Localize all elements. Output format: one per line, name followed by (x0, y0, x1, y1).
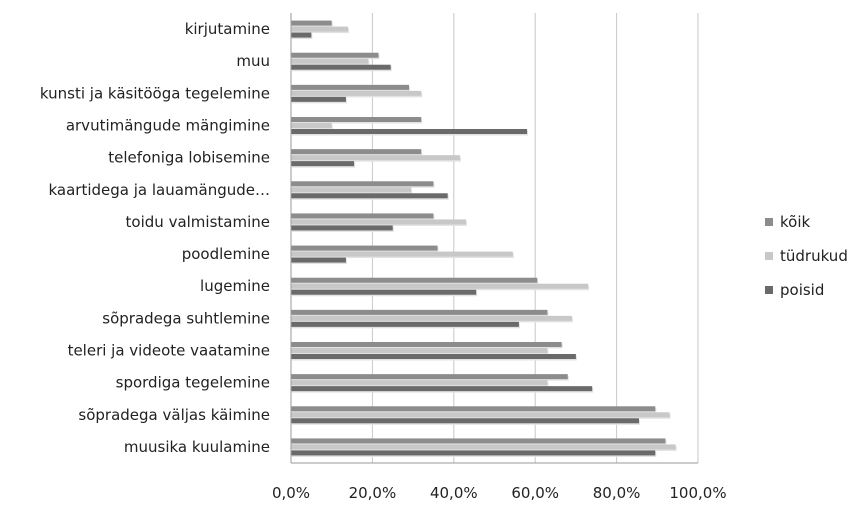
bar-kõik (291, 309, 548, 315)
bar-kõik (291, 406, 656, 412)
bar-kõik (291, 277, 538, 283)
x-tick-label: 0,0% (272, 484, 310, 502)
x-tick-label: 40,0% (430, 484, 478, 502)
bar-kõik (291, 438, 666, 444)
bar-poisid (291, 418, 639, 424)
bar-tüdrukud (291, 315, 572, 321)
bar-poisid (291, 32, 312, 38)
bar-tüdrukud (291, 187, 412, 193)
category-labels: kirjutamine muu kunsti ja käsitööga tegele… (40, 20, 270, 456)
bar-poisid (291, 193, 448, 199)
category-label: sõpradega suhtlemine (102, 309, 270, 327)
bars (291, 20, 677, 457)
bar-poisid (291, 129, 528, 134)
category-label: muu (236, 52, 270, 70)
bar-poisid (291, 64, 391, 70)
bar-poisid (291, 225, 393, 231)
legend-swatch-poisid (765, 286, 773, 294)
bar-tüdrukud (291, 251, 513, 257)
bar-poisid (291, 354, 576, 359)
x-tick-label: 60,0% (511, 484, 559, 502)
category-label: telefoniga lobisemine (108, 149, 270, 167)
bar-tüdrukud (291, 412, 670, 418)
bar-kõik (291, 84, 410, 90)
bar-tüdrukud (291, 58, 369, 64)
bar-kõik (291, 213, 434, 219)
bar-poisid (291, 289, 477, 295)
bar-poisid (291, 386, 593, 392)
bar-kõik (291, 52, 379, 58)
bar-tüdrukud (291, 26, 348, 32)
x-tick-label: 80,0% (593, 484, 641, 502)
legend-swatch-tüdrukud (765, 252, 773, 260)
grid-lines (290, 13, 699, 463)
bar-kõik (291, 149, 422, 155)
x-tick-label: 100,0% (669, 484, 726, 502)
bar-poisid (291, 161, 355, 167)
category-label: spordiga tegelemine (116, 374, 270, 392)
bar-kõik (291, 20, 332, 26)
x-tick-label: 20,0% (349, 484, 397, 502)
category-label: toidu valmistamine (126, 213, 270, 231)
legend-label: tüdrukud (780, 247, 848, 265)
category-label: arvutimängude mängimine (66, 117, 270, 135)
bar-tüdrukud (291, 283, 589, 289)
bar-tüdrukud (291, 123, 332, 128)
legend-label: kõik (780, 213, 810, 231)
bar-poisid (291, 450, 656, 456)
legend: kõik tüdrukud poisid (765, 213, 848, 299)
bar-poisid (291, 257, 346, 263)
category-label: kaartidega ja lauamängude… (48, 181, 270, 199)
category-label: teleri ja videote vaatamine (68, 342, 270, 360)
bar-poisid (291, 321, 519, 327)
x-tick-labels: 0,0% 20,0% 40,0% 60,0% 80,0% 100,0% (272, 484, 727, 502)
bar-tüdrukud (291, 155, 460, 161)
bar-tüdrukud (291, 219, 467, 225)
bar-kõik (291, 181, 434, 187)
bar-tüdrukud (291, 348, 548, 353)
axis (290, 13, 698, 464)
category-label: poodlemine (182, 245, 270, 263)
bar-tüdrukud (291, 380, 548, 386)
bar-kõik (291, 117, 422, 122)
category-label: kunsti ja käsitööga tegelemine (40, 84, 270, 102)
category-label: lugemine (200, 277, 270, 295)
bar-kõik (291, 342, 562, 347)
category-label: muusika kuulamine (124, 438, 270, 456)
category-label: kirjutamine (185, 20, 270, 38)
category-label: sõpradega väljas käimine (78, 406, 270, 424)
bar-kõik (291, 374, 568, 380)
legend-label: poisid (780, 281, 824, 299)
bar-kõik (291, 245, 438, 251)
bar-tüdrukud (291, 90, 422, 96)
bar-poisid (291, 96, 346, 102)
legend-swatch-kõik (765, 218, 773, 226)
bar-tüdrukud (291, 444, 676, 450)
